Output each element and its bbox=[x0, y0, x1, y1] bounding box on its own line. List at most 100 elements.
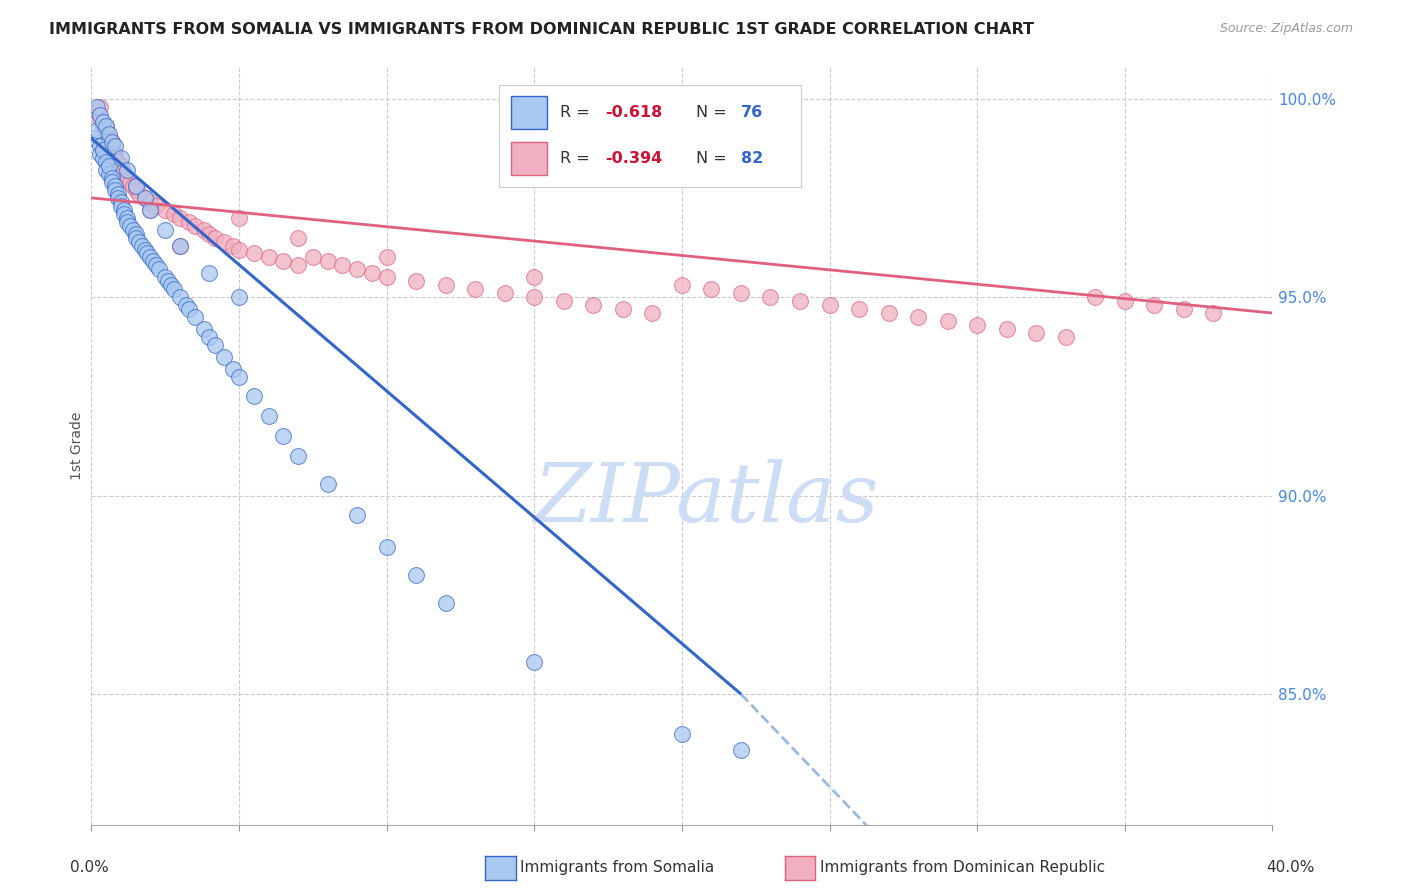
Point bbox=[405, 568, 427, 582]
Point bbox=[110, 159, 132, 173]
Point bbox=[118, 175, 141, 189]
Point bbox=[553, 294, 575, 309]
Point bbox=[101, 143, 124, 157]
Point bbox=[273, 254, 295, 268]
Point bbox=[523, 290, 546, 304]
Point bbox=[89, 100, 111, 114]
Point bbox=[115, 171, 138, 186]
Point bbox=[214, 235, 236, 249]
Point bbox=[464, 282, 486, 296]
Point bbox=[139, 202, 162, 217]
Y-axis label: 1st Grade: 1st Grade bbox=[70, 412, 84, 480]
Point bbox=[83, 131, 105, 145]
Point bbox=[523, 656, 546, 670]
Point bbox=[257, 409, 280, 424]
Point bbox=[134, 243, 156, 257]
Text: IMMIGRANTS FROM SOMALIA VS IMMIGRANTS FROM DOMINICAN REPUBLIC 1ST GRADE CORRELAT: IMMIGRANTS FROM SOMALIA VS IMMIGRANTS FR… bbox=[49, 22, 1035, 37]
Point bbox=[174, 298, 197, 312]
Point bbox=[110, 159, 132, 173]
Point bbox=[107, 191, 129, 205]
Point bbox=[222, 361, 245, 376]
Point bbox=[169, 211, 191, 225]
Point bbox=[163, 207, 186, 221]
Point bbox=[101, 175, 124, 189]
Point bbox=[582, 298, 605, 312]
Point bbox=[1143, 298, 1166, 312]
Point bbox=[848, 301, 870, 316]
Text: -0.618: -0.618 bbox=[605, 105, 662, 120]
Bar bbox=[512, 96, 547, 128]
Point bbox=[1025, 326, 1047, 340]
Point bbox=[96, 120, 118, 134]
Point bbox=[346, 508, 368, 523]
Point bbox=[153, 202, 177, 217]
Point bbox=[730, 742, 752, 756]
Point bbox=[204, 230, 226, 244]
Point bbox=[86, 123, 108, 137]
Point bbox=[434, 596, 457, 610]
Text: R =: R = bbox=[560, 151, 595, 166]
Text: Source: ZipAtlas.com: Source: ZipAtlas.com bbox=[1219, 22, 1353, 36]
Point bbox=[1114, 294, 1136, 309]
Point bbox=[153, 222, 177, 236]
Point bbox=[1202, 306, 1225, 320]
Point bbox=[128, 235, 150, 249]
Point bbox=[434, 278, 457, 293]
Point bbox=[115, 163, 138, 178]
Point bbox=[86, 103, 108, 118]
Point bbox=[110, 163, 132, 178]
Point bbox=[700, 282, 723, 296]
Point bbox=[177, 215, 200, 229]
Point bbox=[193, 222, 215, 236]
Point bbox=[243, 389, 266, 403]
Point bbox=[346, 262, 368, 277]
Point bbox=[222, 238, 245, 252]
Point bbox=[112, 167, 135, 181]
Point bbox=[145, 199, 167, 213]
Point bbox=[128, 186, 150, 201]
Point bbox=[89, 147, 111, 161]
Point bbox=[91, 143, 114, 157]
Point bbox=[148, 262, 170, 277]
Point bbox=[169, 238, 191, 252]
Point bbox=[183, 310, 207, 324]
Point bbox=[759, 290, 782, 304]
Point bbox=[121, 222, 143, 236]
Point bbox=[1173, 301, 1195, 316]
Point bbox=[1054, 330, 1077, 344]
Point bbox=[134, 191, 156, 205]
Point bbox=[375, 270, 398, 285]
Point bbox=[107, 155, 129, 169]
Point bbox=[287, 449, 309, 463]
Point bbox=[332, 259, 354, 273]
Point bbox=[641, 306, 664, 320]
Point bbox=[183, 219, 207, 233]
Point bbox=[112, 202, 135, 217]
Point bbox=[104, 151, 127, 165]
Point bbox=[193, 322, 215, 336]
Point bbox=[139, 194, 162, 209]
Point bbox=[98, 128, 121, 142]
Point bbox=[89, 112, 111, 126]
Point bbox=[316, 254, 339, 268]
Text: Immigrants from Dominican Republic: Immigrants from Dominican Republic bbox=[820, 860, 1105, 874]
Point bbox=[375, 540, 398, 554]
Point bbox=[107, 186, 129, 201]
Point bbox=[110, 151, 132, 165]
Point bbox=[89, 139, 111, 153]
Point bbox=[104, 179, 127, 194]
Point bbox=[118, 219, 141, 233]
Point bbox=[124, 183, 148, 197]
Point bbox=[89, 107, 111, 121]
Text: ZIPatlas: ZIPatlas bbox=[533, 459, 879, 539]
Point bbox=[86, 100, 108, 114]
Point bbox=[818, 298, 841, 312]
Point bbox=[115, 211, 138, 225]
Point bbox=[96, 123, 118, 137]
Point bbox=[131, 238, 153, 252]
Point bbox=[96, 155, 118, 169]
Point bbox=[198, 227, 221, 241]
Point bbox=[121, 179, 143, 194]
Point bbox=[98, 159, 121, 173]
Point bbox=[124, 227, 148, 241]
